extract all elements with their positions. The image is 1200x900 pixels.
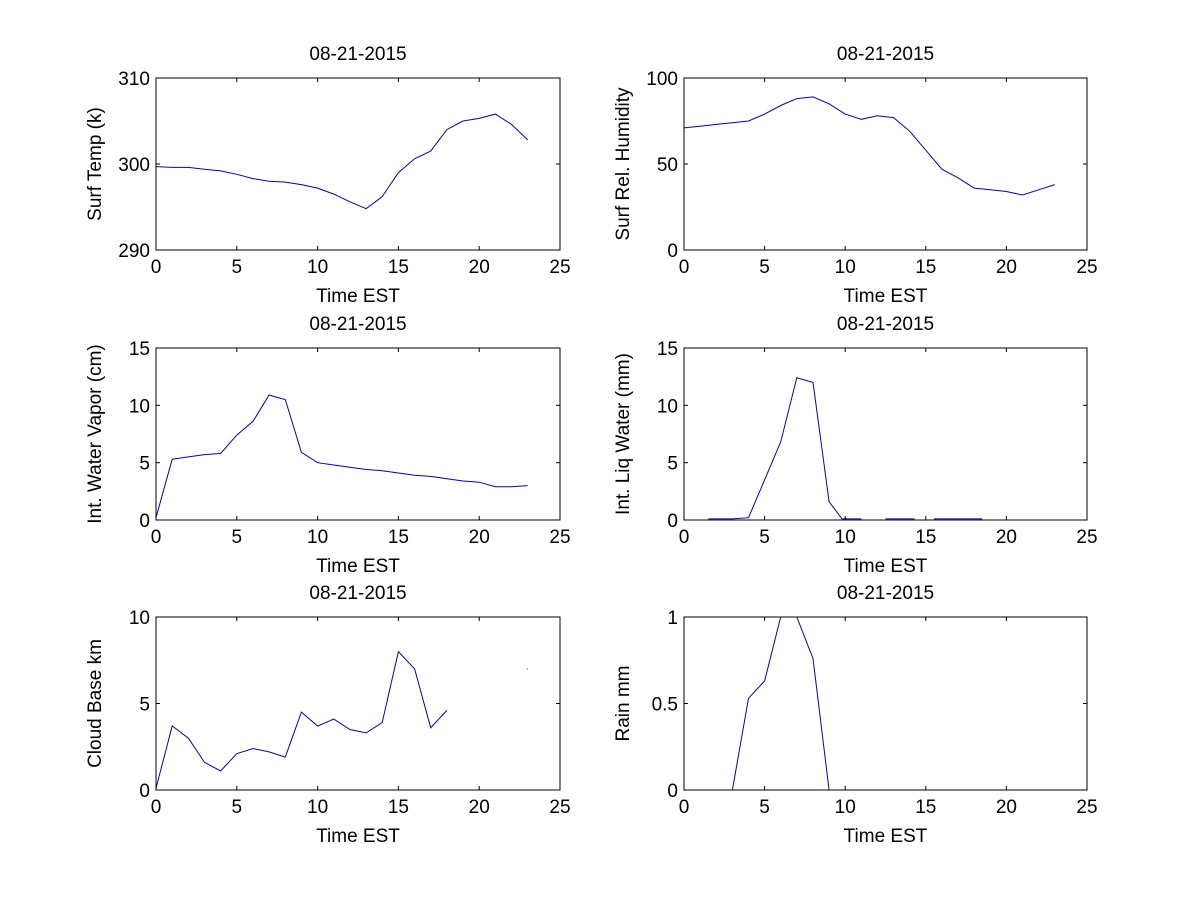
x-tick-label: 10 (307, 257, 328, 278)
x-tick-label: 20 (469, 257, 490, 278)
y-tick-label: 1 (667, 608, 678, 629)
x-axis-label: Time EST (844, 556, 928, 577)
chart-title: 08-21-2015 (309, 44, 406, 65)
x-tick-label: 5 (232, 257, 243, 278)
y-tick-label: 50 (657, 155, 678, 176)
x-tick-label: 5 (232, 797, 243, 818)
x-tick-label: 20 (469, 527, 490, 548)
y-tick-label: 0 (667, 241, 678, 262)
x-tick-label: 15 (388, 527, 409, 548)
chart-rain: 0 5 10 15 20 25 0 0.5 1 08-21-2015 Time EST Rain mm (613, 583, 1098, 847)
x-tick-label: 25 (549, 257, 570, 278)
chart-int-liq-water: 0 5 10 15 20 25 0 5 10 15 08-21-2015 Time EST Int. L… (613, 314, 1098, 577)
series-line (156, 113, 529, 210)
x-tick-label: 20 (996, 527, 1017, 548)
x-tick-label: 20 (996, 797, 1017, 818)
x-axis-label: Time EST (316, 556, 400, 577)
x-axis-label: Time EST (844, 286, 928, 307)
plot-area (155, 347, 561, 521)
y-tick-label: 0 (667, 511, 678, 532)
y-tick-label: 15 (129, 339, 150, 360)
y-tick-label: 10 (657, 396, 678, 417)
chart-surf-rel-humidity: 0 5 10 15 20 25 0 50 100 08-21-2015 Time EST Surf R… (613, 44, 1098, 307)
x-tick-label: 10 (835, 797, 856, 818)
y-axis-label: Cloud Base km (85, 639, 106, 768)
chart-title: 08-21-2015 (309, 583, 406, 604)
y-axis-label: Int. Liq Water (mm) (613, 353, 634, 515)
y-axis-label: Rain mm (613, 665, 634, 741)
y-axis-label: Int. Water Vapor (cm) (85, 344, 106, 523)
y-tick-label: 10 (129, 396, 150, 417)
x-tick-label: 20 (996, 257, 1017, 278)
x-tick-label: 0 (679, 797, 690, 818)
y-axis-label: Surf Rel. Humidity (613, 87, 634, 241)
plot-area (683, 616, 1088, 791)
y-tick-label: 290 (118, 241, 150, 262)
chart-cloud-base: 0 5 10 15 20 25 0 5 10 08-21-2015 Time EST Cloud Ba… (85, 583, 571, 847)
series-line (156, 650, 448, 789)
y-axis-label: Surf Temp (k) (85, 107, 106, 221)
y-tick-label: 10 (129, 608, 150, 629)
series-line (731, 617, 830, 790)
x-tick-label: 10 (307, 797, 328, 818)
y-tick-label: 0 (667, 781, 678, 802)
x-tick-label: 25 (1076, 257, 1097, 278)
x-tick-label: 25 (549, 527, 570, 548)
x-tick-label: 25 (549, 797, 570, 818)
x-tick-label: 15 (915, 257, 936, 278)
x-tick-label: 20 (469, 797, 490, 818)
y-tick-label: 5 (139, 454, 150, 475)
y-tick-label: 0 (139, 781, 150, 802)
y-tick-label: 5 (139, 695, 150, 716)
x-tick-label: 0 (151, 257, 162, 278)
x-axis-label: Time EST (316, 286, 400, 307)
x-tick-label: 5 (759, 527, 770, 548)
x-tick-label: 10 (307, 527, 328, 548)
x-tick-label: 15 (915, 797, 936, 818)
y-tick-label: 5 (667, 454, 678, 475)
x-tick-label: 15 (388, 257, 409, 278)
series-line (684, 96, 1055, 196)
x-tick-label: 10 (835, 257, 856, 278)
x-axis-label: Time EST (844, 826, 928, 847)
plot-area (683, 347, 1088, 521)
y-tick-label: 0 (139, 511, 150, 532)
x-tick-label: 5 (759, 797, 770, 818)
y-tick-label: 15 (657, 339, 678, 360)
x-axis-label: Time EST (316, 826, 400, 847)
x-tick-label: 0 (151, 527, 162, 548)
chart-title: 08-21-2015 (309, 314, 406, 335)
y-tick-label: 100 (646, 69, 678, 90)
chart-int-water-vapor: 0 5 10 15 20 25 0 5 10 15 08-21-2015 Time EST Int. W… (85, 314, 571, 577)
x-tick-label: 25 (1076, 797, 1097, 818)
series-line (708, 377, 862, 520)
chart-surf-temp: 0 5 10 15 20 25 290 300 310 08-21-2015 Time EST Sur… (85, 44, 571, 307)
x-tick-label: 15 (915, 527, 936, 548)
x-tick-label: 15 (388, 797, 409, 818)
x-tick-label: 5 (759, 257, 770, 278)
y-tick-label: 300 (118, 155, 150, 176)
x-tick-label: 5 (232, 527, 243, 548)
y-tick-label: 0.5 (652, 695, 678, 716)
x-tick-label: 0 (679, 257, 690, 278)
plot-area (683, 77, 1088, 251)
x-tick-label: 10 (835, 527, 856, 548)
series-line (156, 394, 528, 518)
chart-title: 08-21-2015 (837, 44, 934, 65)
x-tick-label: 0 (679, 527, 690, 548)
x-tick-label: 0 (151, 797, 162, 818)
plot-area (155, 77, 561, 251)
chart-title: 08-21-2015 (837, 583, 934, 604)
x-tick-label: 25 (1076, 527, 1097, 548)
plot-area (155, 616, 561, 791)
chart-title: 08-21-2015 (837, 314, 934, 335)
y-tick-label: 310 (118, 69, 150, 90)
